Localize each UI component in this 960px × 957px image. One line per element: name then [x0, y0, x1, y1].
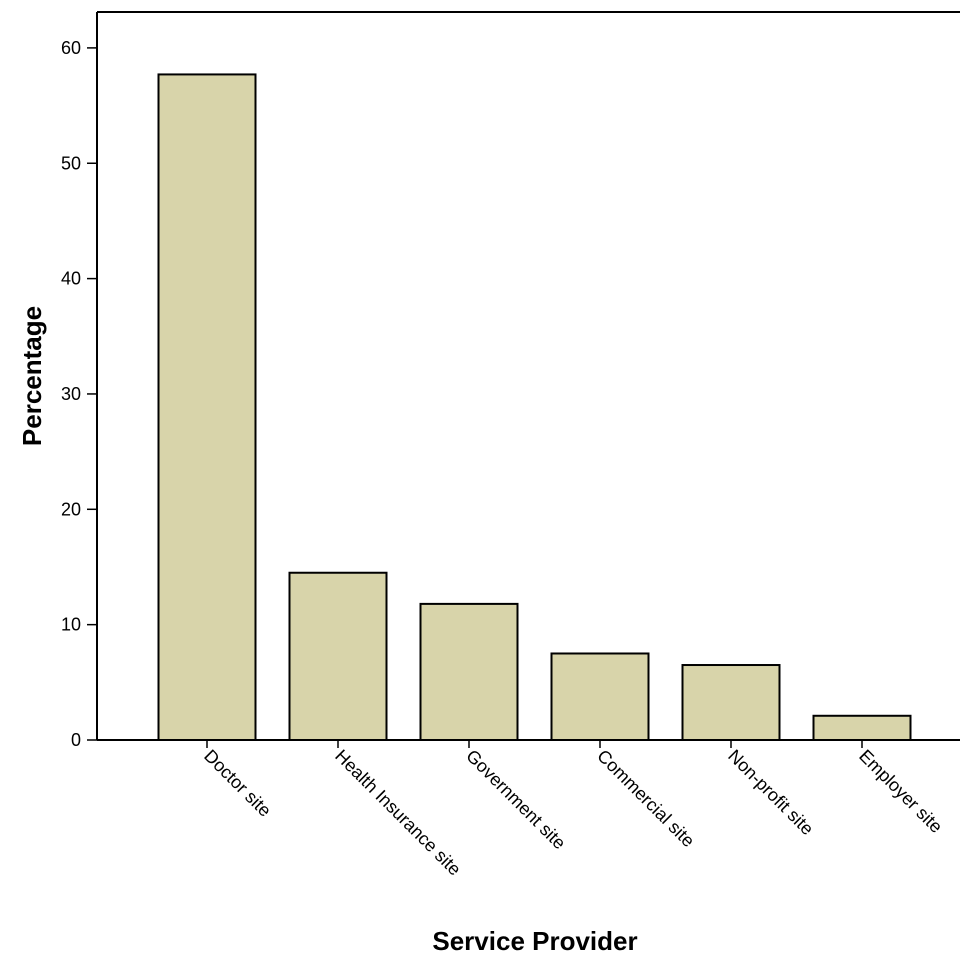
x-tick-label-1: Health Insurance site [331, 746, 465, 880]
bar-5 [812, 714, 912, 741]
y-tick-label-0: 0 [71, 730, 81, 750]
bars-group [157, 73, 912, 742]
y-tick-label-5: 50 [61, 153, 81, 173]
y-tick-label-1: 10 [61, 615, 81, 635]
y-axis-title: Percentage [17, 306, 47, 446]
x-tick-label-0: Doctor site [200, 746, 275, 821]
y-tick-label-2: 20 [61, 499, 81, 519]
x-tick-label-4: Non-profit site [724, 746, 817, 839]
x-tick-label-3: Commercial site [593, 746, 698, 851]
axes-group [96, 11, 960, 741]
bar-3 [550, 652, 650, 741]
x-ticks-group: Doctor site Health Insurance siteGovernme… [200, 740, 946, 879]
y-tick-label-4: 40 [61, 269, 81, 289]
x-tick-label-5: Employer site [855, 746, 946, 837]
bar-0 [157, 73, 257, 742]
bar-2 [419, 602, 519, 742]
y-tick-label-3: 30 [61, 384, 81, 404]
y-tick-label-6: 60 [61, 38, 81, 58]
y-ticks-group: 0 10 20 30 40 50 60 [61, 38, 97, 750]
bar-1 [288, 571, 388, 741]
x-tick-label-2: Government site [462, 746, 570, 854]
bar-4 [681, 664, 781, 742]
x-axis-title: Service Provider [432, 926, 637, 956]
